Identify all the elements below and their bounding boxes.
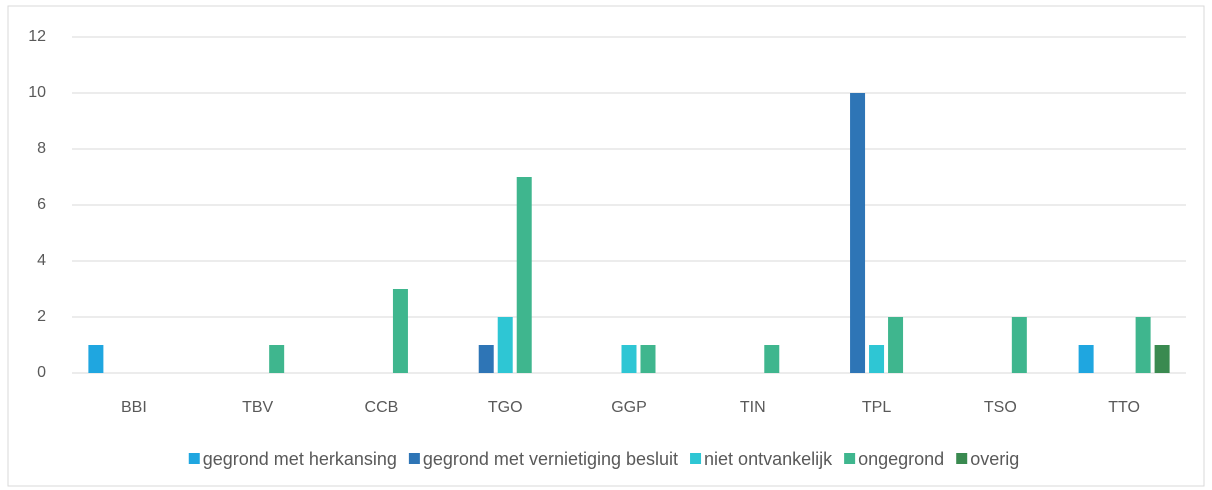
x-tick-label: TPL xyxy=(862,399,891,416)
x-tick-label: TSO xyxy=(984,399,1017,416)
y-tick-label: 0 xyxy=(37,364,46,381)
bar xyxy=(640,345,656,373)
legend-label: gegrond met herkansing xyxy=(203,449,397,469)
bar xyxy=(478,345,494,373)
legend-label: niet ontvankelijk xyxy=(704,449,833,469)
bar xyxy=(88,345,104,373)
legend-swatch xyxy=(188,453,200,464)
y-tick-label: 10 xyxy=(28,84,46,101)
legend-swatch xyxy=(956,453,968,464)
y-tick-label: 8 xyxy=(37,140,46,157)
legend-label: ongegrond xyxy=(858,449,944,469)
legend-label: overig xyxy=(970,449,1019,469)
bar xyxy=(1011,317,1027,373)
bar xyxy=(888,317,904,373)
bar xyxy=(269,345,285,373)
legend-swatch xyxy=(844,453,856,464)
bar xyxy=(1078,345,1094,373)
bar xyxy=(850,93,866,373)
x-tick-label: GGP xyxy=(611,399,647,416)
legend-swatch xyxy=(690,453,702,464)
bar xyxy=(1154,345,1170,373)
bar xyxy=(1135,317,1151,373)
y-tick-label: 6 xyxy=(37,196,46,213)
x-tick-label: BBI xyxy=(121,399,147,416)
x-tick-label: TTO xyxy=(1108,399,1140,416)
legend-swatch xyxy=(408,453,420,464)
x-tick-label: TIN xyxy=(740,399,766,416)
bar xyxy=(621,345,637,373)
bar xyxy=(869,345,885,373)
y-tick-label: 4 xyxy=(37,252,46,269)
bar xyxy=(392,289,408,373)
y-tick-label: 2 xyxy=(37,308,46,325)
bar xyxy=(516,177,532,373)
x-tick-label: TBV xyxy=(242,399,273,416)
bar xyxy=(764,345,780,373)
bar xyxy=(497,317,513,373)
x-tick-label: TGO xyxy=(488,399,523,416)
legend-label: gegrond met vernietiging besluit xyxy=(423,449,678,469)
y-tick-label: 12 xyxy=(28,28,46,45)
x-tick-label: CCB xyxy=(365,399,399,416)
chart-frame xyxy=(7,5,1205,487)
